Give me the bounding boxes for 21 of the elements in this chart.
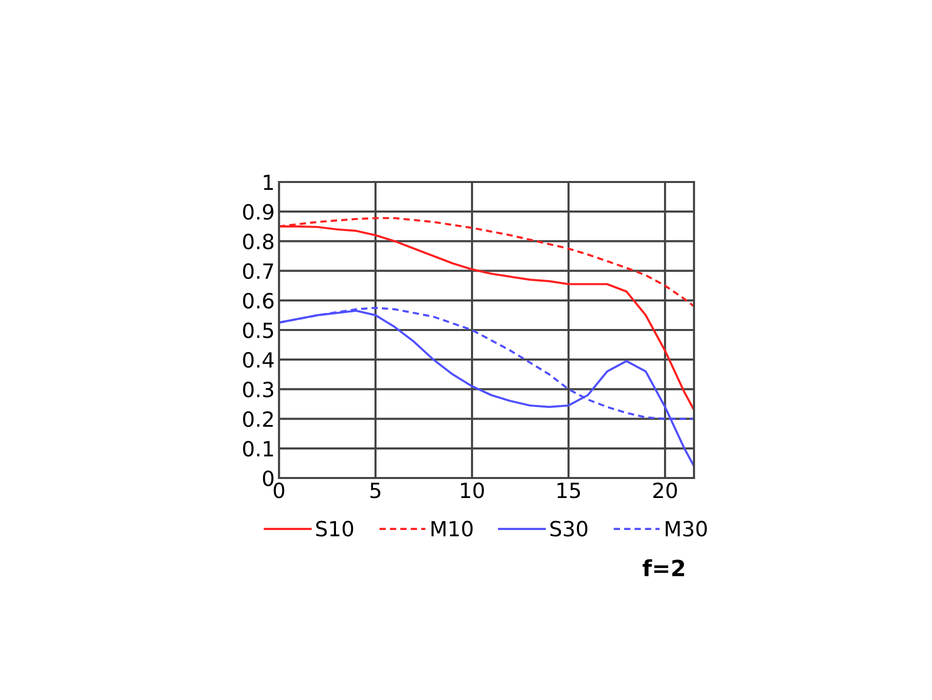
y-tick-label: 0.9: [243, 204, 274, 220]
x-tick-label: 5: [370, 482, 380, 498]
x-tick-label: 10: [461, 482, 484, 498]
y-tick-label: 0.8: [243, 234, 274, 250]
y-tick-label: 0: [262, 470, 274, 486]
y-tick-label: 0.5: [243, 322, 274, 338]
y-tick-label: 0.2: [243, 411, 273, 428]
text: f=2: [642, 559, 684, 576]
x-tick-label: 15: [558, 482, 580, 498]
legend-label: M10: [432, 520, 473, 537]
legend-label: S10: [316, 520, 354, 537]
y-tick-label: 0.3: [243, 382, 274, 398]
x-tick-label: 20: [653, 482, 677, 498]
legend-label: S30: [550, 520, 588, 537]
x-tick-label: 0: [274, 482, 284, 498]
y-tick-label: 0.7: [243, 263, 274, 280]
y-tick-label: 0.1: [243, 440, 273, 457]
y-tick-label: 0.6: [243, 292, 274, 309]
y-tick-label: 1: [264, 174, 273, 190]
y-tick-label: 0.4: [243, 352, 274, 368]
legend-label: M30: [666, 520, 707, 537]
